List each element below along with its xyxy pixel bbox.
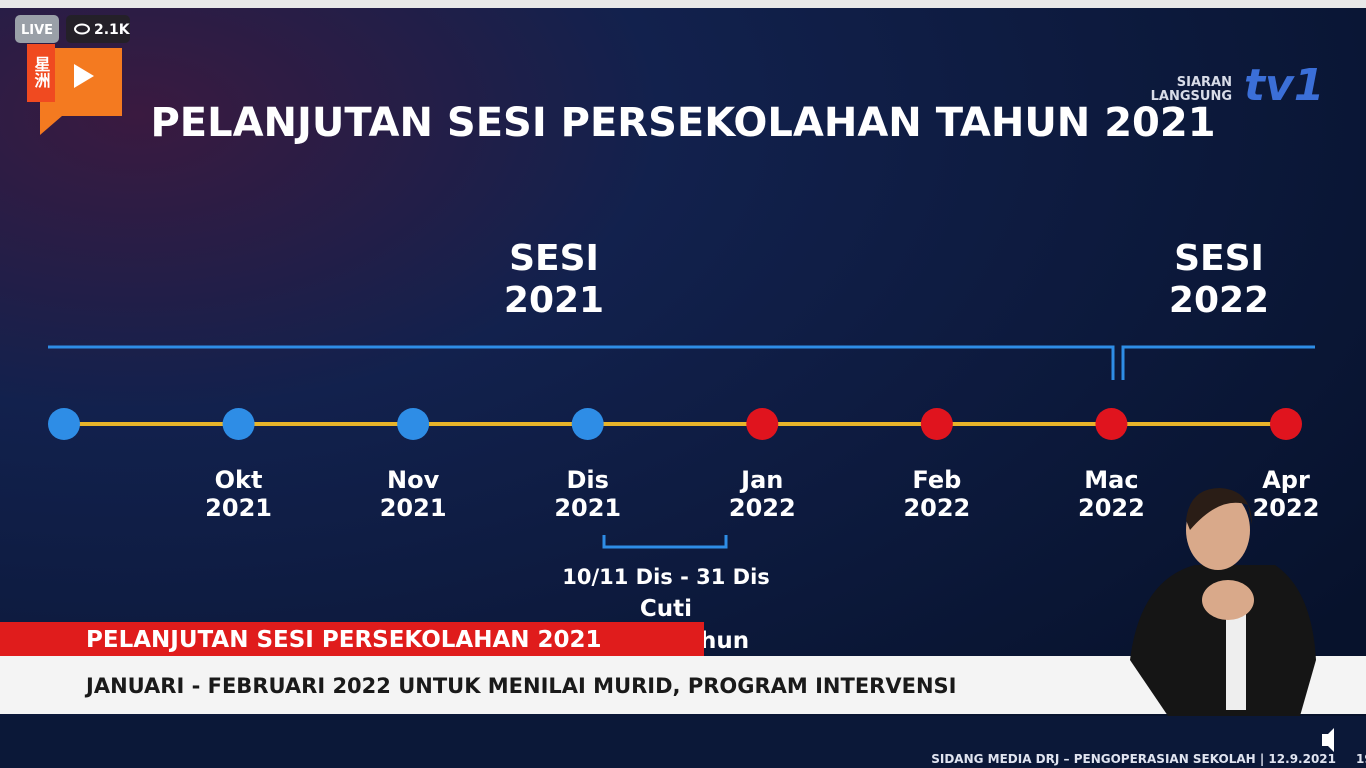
live-label: LIVE	[21, 23, 53, 38]
app-logo	[40, 48, 122, 135]
node-month: Mac	[1084, 466, 1138, 494]
channel-logo: tv1	[1244, 60, 1324, 111]
channel-line1: SIARAN	[1177, 75, 1232, 90]
live-badge	[15, 15, 59, 43]
session-word: SESI	[509, 238, 599, 279]
logo-text: 星洲	[32, 56, 51, 89]
timeline-node	[397, 408, 430, 440]
node-year: 2022	[1253, 494, 1320, 522]
channel-line2: LANGSUNG	[1151, 89, 1232, 104]
eye-icon	[74, 23, 90, 35]
timeline-nodes: Okt2021Nov2021Dis2021Jan2022Feb2022Mac20…	[48, 408, 1319, 522]
holiday-range: 10/11 Dis - 31 Dis	[562, 565, 770, 589]
viewer-count: 2.1K	[94, 22, 131, 38]
timeline-node	[48, 408, 80, 440]
footer-bar	[0, 716, 1366, 768]
ticker-headline: PELANJUTAN SESI PERSEKOLAHAN 2021	[86, 627, 602, 653]
node-year: 2022	[903, 494, 970, 522]
session-year: 2022	[1169, 280, 1269, 321]
node-month: Jan	[739, 466, 783, 494]
viewer-badge	[66, 15, 130, 43]
node-month: Feb	[912, 466, 961, 494]
holiday-partial: hun	[700, 628, 749, 654]
holiday-bracket	[602, 535, 728, 549]
timeline-node	[1270, 408, 1302, 440]
holiday-label: Cuti	[640, 596, 692, 622]
mute-button[interactable]	[1322, 728, 1334, 752]
node-year: 2022	[729, 494, 796, 522]
session-bracket	[48, 345, 1115, 380]
session-bracket	[1121, 345, 1315, 380]
node-month: Apr	[1262, 466, 1310, 494]
timeline-node	[571, 408, 604, 440]
timeline-node	[920, 408, 953, 440]
node-month: Okt	[215, 466, 263, 494]
logo-tag	[27, 44, 55, 102]
node-year: 2021	[380, 494, 447, 522]
node-year: 2022	[1078, 494, 1145, 522]
node-month: Nov	[387, 466, 440, 494]
ticker-text: JANUARI - FEBRUARI 2022 UNTUK MENILAI MU…	[84, 674, 956, 698]
top-strip	[0, 0, 1366, 8]
play-icon[interactable]	[74, 64, 94, 88]
node-month: Dis	[566, 466, 608, 494]
headline-bar	[0, 622, 704, 656]
node-year: 2021	[554, 494, 621, 522]
session-word: SESI	[1174, 238, 1264, 279]
footer-caption: SIDANG MEDIA DRJ – PENGOPERASIAN SEKOLAH…	[931, 752, 1336, 766]
timeline-node	[1095, 408, 1128, 440]
sign-interpreter	[1130, 488, 1316, 716]
timeline-node	[746, 408, 779, 440]
footer-time: 19	[1356, 752, 1366, 766]
node-year: 2021	[205, 494, 272, 522]
timeline-node	[222, 408, 255, 440]
slide-title: PELANJUTAN SESI PERSEKOLAHAN TAHUN 2021	[150, 100, 1215, 146]
session-year: 2021	[504, 280, 604, 321]
